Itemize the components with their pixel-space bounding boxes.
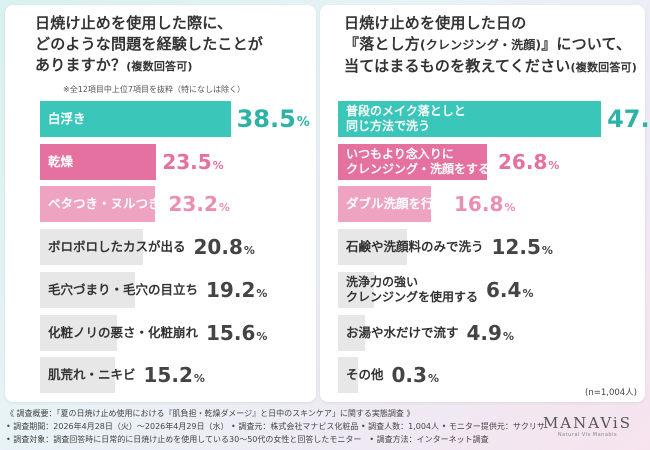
right-question-title: 日焼け止めを使用した日の 『落とし方(クレンジング・洗顔)』について、 当てはま… (344, 13, 637, 78)
right-value-label: 6.4% (486, 277, 534, 302)
footer-survey-target: • 調査対象：調査回答時に日常的に日焼け止めを使用している30〜50代の女性と回… (6, 435, 489, 444)
right-bar-row: 石鹸や洗顔料のみで洗う 12.5% (338, 229, 638, 266)
left-question-title: 日焼け止めを使用した際に、 どのような問題を経験したことが ありますか？(複数回… (35, 13, 263, 77)
left-bar-label: 毛穴づまり・毛穴の目立ち (48, 281, 199, 297)
left-title-line2: どのような問題を経験したことが (35, 35, 264, 53)
right-value-label: 4.9% (466, 320, 514, 345)
left-title-note: (複数回答可) (126, 60, 193, 73)
left-card: 日焼け止めを使用した際に、 どのような問題を経験したことが ありますか？(複数回… (5, 5, 316, 402)
right-bar (338, 314, 366, 351)
right-bar (338, 271, 374, 308)
left-bar-row: ベタつき・ヌルつき 23.2% (40, 186, 310, 223)
left-value-label: 20.8% (193, 235, 255, 260)
right-bar-row: ダブル洗顔を行う 16.8% (338, 186, 638, 223)
left-subnote: ※全12項目中上位7項目を抜粋（特になしは除く） (63, 85, 245, 94)
left-bar (40, 143, 157, 180)
right-title-line1: 日焼け止めを使用した日の (344, 14, 527, 32)
right-title-line2a: 『落とし方 (344, 35, 421, 53)
left-bar-label: 白浮き (48, 111, 86, 126)
left-bar-label: ボロボロしたカスが出る (48, 239, 186, 255)
left-bar-row: 肌荒れ・ニキビ 15.2% (40, 357, 310, 394)
left-bar-row: 毛穴づまり・毛穴の目立ち 19.2% (40, 271, 310, 308)
logo-wordmark: MANAViS (542, 414, 632, 432)
left-value-label: 23.5% (162, 149, 224, 174)
right-title-line2b: (クレンジング・洗顔) (420, 38, 542, 52)
right-value-label: 16.8% (454, 192, 516, 217)
left-bar (40, 314, 118, 351)
right-bar-row: その他 0.3% (338, 357, 638, 394)
left-bar-row: ボロボロしたカスが出る 20.8% (40, 229, 310, 266)
left-bar-row: 白浮き 38.5% (40, 101, 310, 137)
right-bar-row: いつもより念入りに クレンジング・洗顔をする 26.8% (338, 143, 638, 180)
right-title-line3: 当てはまるものを教えてください (344, 57, 571, 75)
left-value-label: 23.2% (168, 192, 230, 217)
left-bar (40, 357, 116, 394)
right-bar-label: お湯や水だけで流す (346, 324, 459, 340)
footer-survey-title: 《 調査概要：「夏の日焼け止め使用における『肌負担・乾燥ダメージ』と日中のスキン… (6, 409, 415, 418)
right-bar-label: 洗浄力の強い クレンジングを使用する (346, 274, 479, 304)
left-bar-label: 乾燥 (48, 153, 74, 169)
right-value-label: 26.8% (498, 149, 560, 174)
right-bar (338, 101, 602, 137)
right-value-label: 47.4% (607, 105, 650, 133)
logo-tagline: Natural Vis Manabis (557, 432, 618, 438)
right-bar-label: 石鹸や洗顔料のみで洗う (346, 239, 484, 255)
right-bar-row: お湯や水だけで流す 4.9% (338, 314, 638, 351)
right-bar-label: いつもより念入りに クレンジング・洗顔をする (346, 146, 491, 176)
right-card: 日焼け止めを使用した日の 『落とし方(クレンジング・洗顔)』について、 当てはま… (320, 5, 650, 402)
right-bar-row: 洗浄力の強い クレンジングを使用する 6.4% (338, 271, 638, 308)
left-bar (40, 186, 155, 223)
brand-logo: MANAViS Natural Vis Manabis (543, 414, 632, 438)
right-title-line2c: 』について、 (541, 35, 632, 53)
left-bar-label: ベタつき・ヌルつき (48, 196, 161, 212)
right-bar (338, 186, 432, 223)
left-bar (40, 229, 143, 266)
right-value-label: 12.5% (491, 235, 553, 260)
left-value-label: 38.5% (236, 105, 310, 133)
right-value-label: 0.3% (391, 363, 439, 388)
right-bar-label: その他 (346, 367, 384, 383)
left-bar-label: 肌荒れ・ニキビ (48, 367, 136, 383)
right-bar (338, 357, 358, 394)
right-bar-label: ダブル洗顔を行う (346, 196, 447, 212)
left-bar-row: 化粧ノリの悪さ・化粧崩れ 15.6% (40, 314, 310, 351)
left-value-label: 19.2% (206, 277, 268, 302)
footer-survey-period: • 調査期間：2026年4月28日（火）〜2026年4月29日（水） • 調査元… (6, 422, 545, 431)
left-bar-label: 化粧ノリの悪さ・化粧崩れ (48, 324, 199, 340)
left-value-label: 15.2% (143, 363, 205, 388)
right-bar (338, 229, 408, 266)
left-title-line1: 日焼け止めを使用した際に、 (35, 14, 233, 32)
left-bar-row: 乾燥 23.5% (40, 143, 310, 180)
left-bar (40, 271, 136, 308)
sample-size-label: (n=1,004人) (585, 388, 637, 398)
right-bar-label: 普段のメイク落としと 同じ方法で洗う (346, 104, 466, 133)
right-title-note: (複数回答可) (570, 61, 637, 74)
right-bar (338, 143, 487, 180)
left-value-label: 15.6% (206, 320, 268, 345)
left-title-line3: ありますか？ (35, 56, 127, 74)
left-bar (40, 101, 231, 137)
